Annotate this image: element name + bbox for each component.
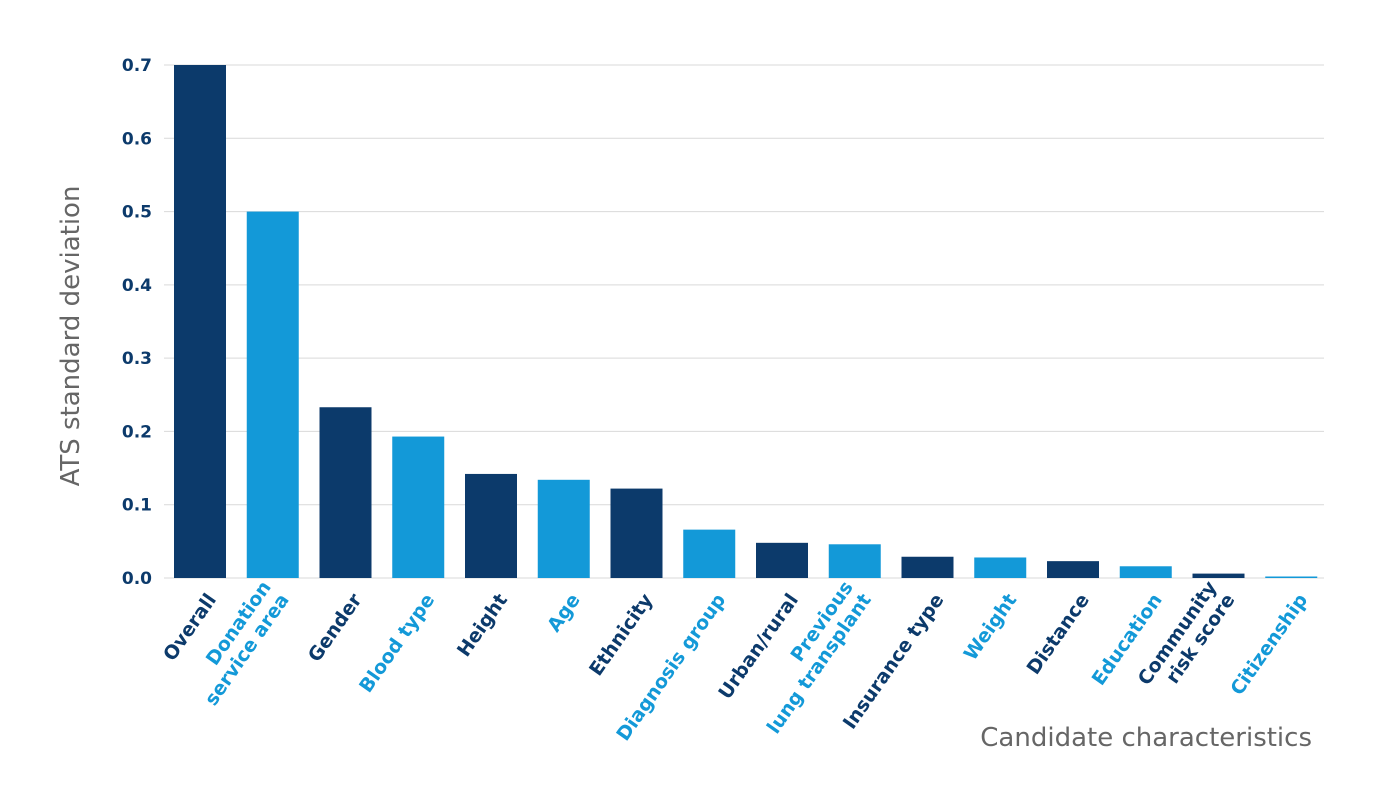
y-tick-label: 0.7 bbox=[122, 56, 152, 76]
x-tick-label: Weight bbox=[960, 590, 1022, 665]
x-tick-label-line: Citizenship bbox=[1226, 590, 1312, 700]
x-tick-label-line: Gender bbox=[304, 589, 367, 666]
x-tick-label-line: Ethnicity bbox=[585, 589, 658, 680]
x-tick-label: Ethnicity bbox=[585, 589, 658, 680]
bar bbox=[756, 542, 808, 578]
x-tick-label: Distance bbox=[1023, 590, 1094, 679]
x-tick-label: Height bbox=[453, 590, 512, 661]
bar bbox=[901, 556, 954, 578]
bars bbox=[174, 65, 1318, 579]
x-tick-label-line: Distance bbox=[1023, 590, 1094, 679]
bar bbox=[828, 544, 881, 578]
bar bbox=[1265, 576, 1318, 578]
bar bbox=[610, 488, 663, 578]
x-tick-label: Citizenship bbox=[1226, 590, 1312, 700]
bar bbox=[246, 211, 299, 579]
x-tick-label: Blood type bbox=[355, 590, 439, 697]
y-axis-title: ATS standard deviation bbox=[56, 186, 86, 487]
x-axis-title: Candidate characteristics bbox=[980, 723, 1312, 753]
x-tick-label-line: Blood type bbox=[355, 590, 439, 697]
y-tick-label: 0.3 bbox=[122, 349, 152, 369]
x-tick-label-line: Height bbox=[453, 590, 512, 661]
bar bbox=[1119, 566, 1172, 578]
bar bbox=[465, 473, 517, 578]
y-tick-label: 0.5 bbox=[122, 203, 152, 223]
bar bbox=[1047, 561, 1099, 578]
x-tick-label: Age bbox=[543, 590, 585, 636]
x-tick-label: Gender bbox=[304, 589, 367, 666]
bar bbox=[174, 65, 226, 578]
bar bbox=[537, 479, 590, 578]
x-tick-label-line: Age bbox=[543, 590, 585, 636]
y-tick-label: 0.1 bbox=[122, 496, 152, 516]
bar bbox=[683, 529, 736, 578]
y-tick-label: 0.4 bbox=[122, 276, 152, 296]
y-tick-label: 0.0 bbox=[122, 569, 152, 589]
y-tick-label: 0.2 bbox=[122, 422, 152, 442]
y-axis-ticks: 0.0 0.1 0.2 0.3 0.4 0.5 0.6 0.7 bbox=[122, 56, 152, 589]
bar bbox=[392, 436, 445, 578]
bar bbox=[319, 407, 372, 578]
y-tick-label: 0.6 bbox=[122, 129, 152, 149]
x-tick-label-line: Weight bbox=[960, 590, 1022, 665]
bar bbox=[974, 557, 1027, 578]
bar bbox=[1192, 573, 1245, 578]
